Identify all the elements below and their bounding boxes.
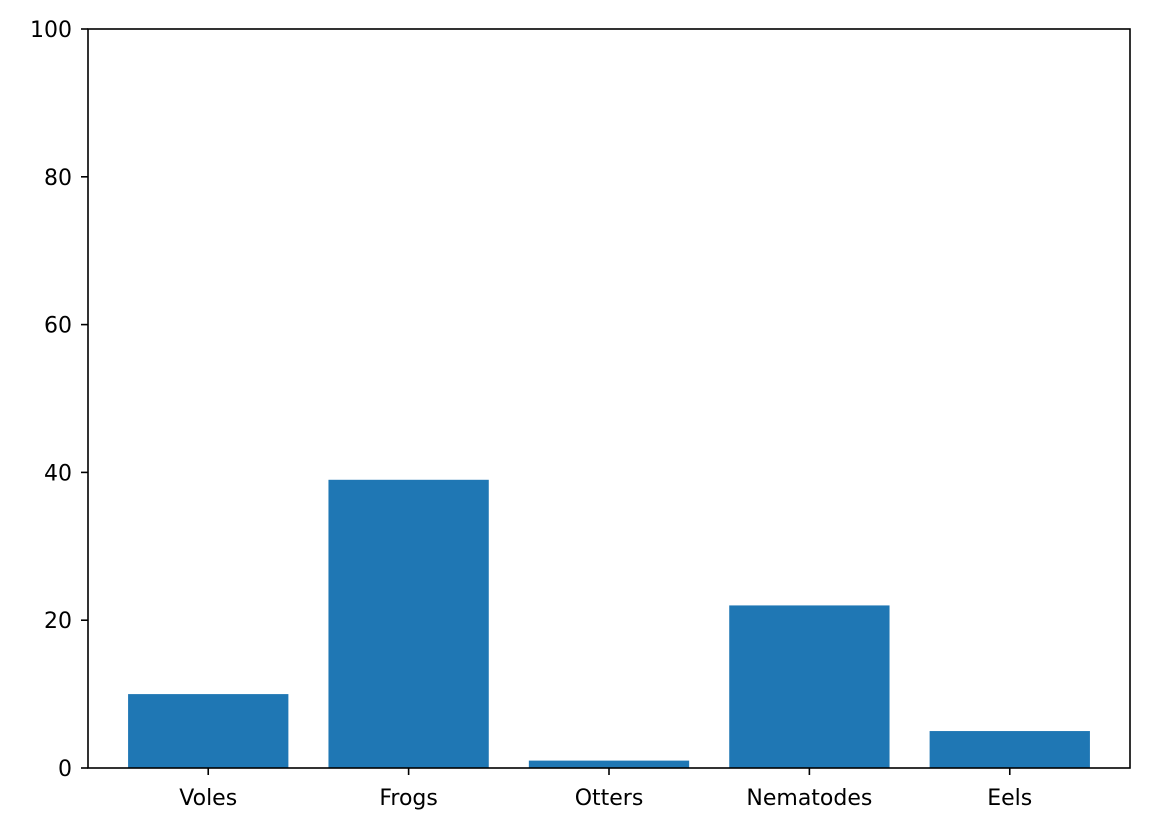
plot-frame: [87, 28, 1131, 769]
y-tick-label: 80: [44, 166, 72, 191]
y-tick-label: 20: [44, 609, 72, 634]
bars-group: [128, 479, 1090, 768]
bar-voles: [128, 694, 289, 768]
bar-frogs: [328, 479, 489, 768]
x-tick-label: Otters: [575, 786, 644, 811]
y-tick-label: 60: [44, 314, 72, 339]
bar-nematodes: [729, 605, 890, 768]
bar-eels: [929, 731, 1090, 768]
x-tick-label: Eels: [987, 786, 1032, 811]
x-tick-label: Frogs: [379, 786, 438, 811]
y-tick-label: 100: [30, 18, 72, 43]
x-axis: Voles Frogs Otters Nematodes Eels: [179, 768, 1032, 811]
x-tick-label: Nematodes: [746, 786, 872, 811]
y-tick-label: 40: [44, 461, 72, 486]
bar-otters: [528, 760, 690, 768]
y-tick-label: 0: [58, 757, 72, 782]
x-tick-label: Voles: [179, 786, 237, 811]
y-axis: 0 20 40 60 80 100: [30, 18, 88, 782]
